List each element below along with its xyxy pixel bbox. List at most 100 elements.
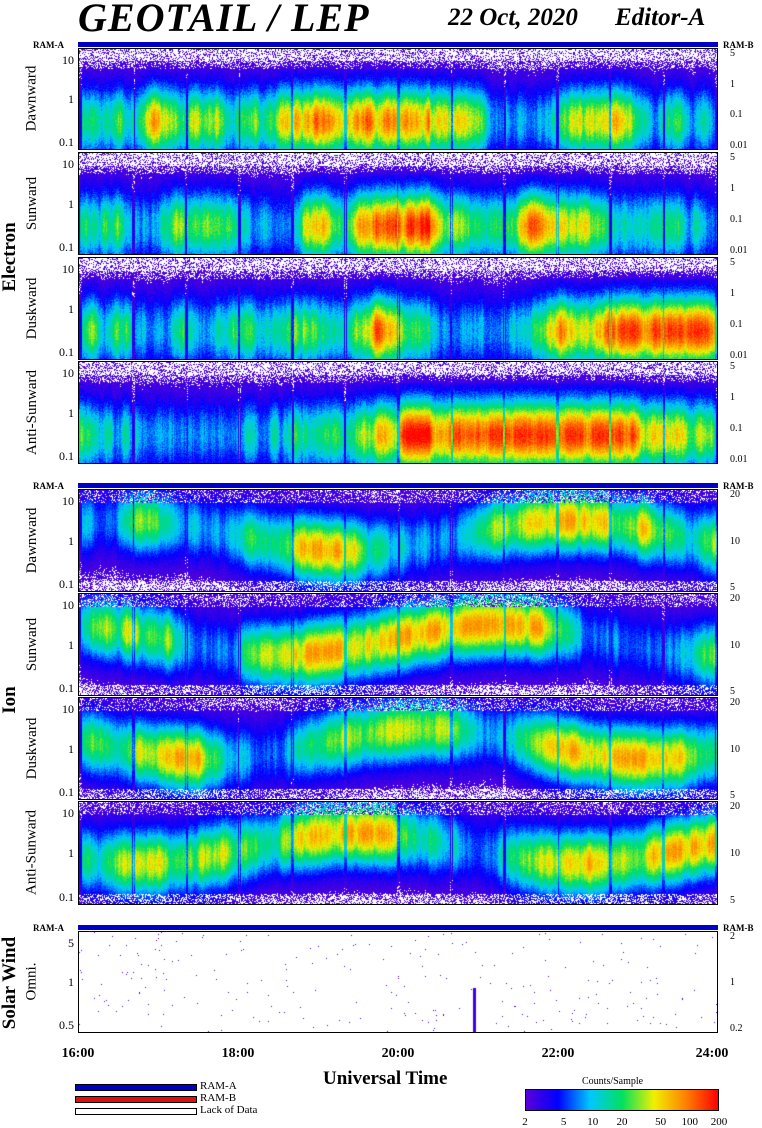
ram-a-label-ion: RAM-A <box>33 481 64 491</box>
right-tick-label: 0.1 <box>730 214 743 225</box>
right-tick-label: 20 <box>730 801 740 812</box>
ram-b-label-electron: RAM-B <box>723 40 754 50</box>
ram-divider-solar-wind <box>78 925 718 930</box>
colorbar-title: Counts/Sample <box>582 1076 644 1087</box>
spectrogram-panel-ion-sunward <box>78 593 718 696</box>
left-tick-label: 1 <box>68 637 74 652</box>
right-tick-label: 0.1 <box>730 423 743 434</box>
panel-y-label: Dawnward <box>23 65 40 132</box>
x-tick-label: 20:00 <box>381 1046 415 1061</box>
right-tick-label: 5 <box>730 361 735 372</box>
right-tick-label: 10 <box>730 535 740 547</box>
spectrogram-image <box>79 802 717 904</box>
panel-y-label: Omni. <box>23 962 40 1001</box>
panel-y-label: Duskward <box>23 277 40 339</box>
x-tick-label: 16:00 <box>61 1046 95 1061</box>
left-tick-label: 0.1 <box>59 681 74 695</box>
left-tick-label: 10 <box>62 157 74 171</box>
panel-y-label: Duskward <box>23 717 40 779</box>
left-tick-label: 1 <box>68 196 74 211</box>
right-tick-label: 5 <box>730 582 735 593</box>
ram-a-label-solar-wind: RAM-A <box>33 923 64 933</box>
right-tick-label: 0.1 <box>730 109 743 121</box>
spectrogram-panel-ion-anti-sunward <box>78 801 718 905</box>
right-tick-label: 1 <box>730 977 735 988</box>
ram-divider-ion <box>78 483 718 488</box>
spectrogram-panel-ion-duskward <box>78 697 718 800</box>
ram-b-label-ion: RAM-B <box>723 481 754 491</box>
left-tick-label: 1 <box>68 533 74 548</box>
right-tick-label: 20 <box>730 697 740 708</box>
spectrogram-image <box>79 698 717 799</box>
left-tick-label: 1 <box>68 846 74 860</box>
right-tick-label: 5 <box>730 257 735 268</box>
left-tick-label: 0.1 <box>59 240 74 254</box>
spectrogram-image <box>79 362 717 463</box>
right-tick-label: 1 <box>730 392 735 403</box>
left-tick-label: 10 <box>62 366 74 380</box>
spectrogram-image <box>79 258 717 359</box>
panel-y-label: Anti-Sunward <box>23 369 40 455</box>
right-tick-label: 5 <box>730 895 735 906</box>
x-tick-label: 24:00 <box>695 1046 729 1061</box>
x-tick-label: 22:00 <box>541 1046 575 1061</box>
panel-y-label: Sunward <box>23 176 40 230</box>
panel-y-label: Dawnward <box>23 507 40 573</box>
legend-swatch-ram-a <box>75 1084 197 1091</box>
right-tick-label: 0.1 <box>730 319 743 330</box>
panel-y-label: Anti-Sunward <box>23 810 40 895</box>
right-tick-label: 1 <box>730 78 735 90</box>
left-tick-label: 0.1 <box>59 135 74 149</box>
left-tick-label: 0.1 <box>59 890 74 904</box>
right-tick-label: 20 <box>730 593 740 604</box>
colorbar-tick-label: 100 <box>681 1116 699 1128</box>
legend-swatch-ram-b <box>75 1096 197 1103</box>
spectrogram-panel-electron-anti-sunward <box>78 361 718 464</box>
left-tick-label: 10 <box>62 806 74 820</box>
spectrogram-panel-ion-dawnward <box>78 489 718 592</box>
left-tick-label: 0.5 <box>59 1018 74 1032</box>
ram-divider-electron <box>78 42 718 47</box>
left-tick-label: 1 <box>68 405 74 420</box>
left-tick-label: 10 <box>62 53 74 67</box>
colorbar-tick-label: 2 <box>522 1116 528 1128</box>
legend-swatch-lack-of-data <box>75 1108 197 1115</box>
right-tick-label: 0.01 <box>730 454 748 465</box>
right-tick-label: 5 <box>730 686 735 697</box>
left-tick-label: 1 <box>68 301 74 316</box>
left-tick-label: 1 <box>68 92 74 106</box>
right-tick-label: 1 <box>730 288 735 299</box>
right-tick-label: 10 <box>730 848 740 859</box>
x-tick-label: 18:00 <box>221 1046 255 1061</box>
ram-b-label-solar-wind: RAM-B <box>723 923 754 933</box>
left-tick-label: 5 <box>68 936 74 950</box>
right-tick-label: 0.2 <box>730 1023 743 1034</box>
panel-y-label: Sunward <box>23 617 40 671</box>
colorbar-tick-label: 200 <box>710 1116 728 1128</box>
colorbar-tick-label: 50 <box>655 1116 667 1128</box>
left-tick-label: 0.1 <box>59 577 74 591</box>
legend-label-ram-a: RAM-A <box>200 1080 237 1092</box>
right-tick-label: 1 <box>730 183 735 194</box>
group-label-electron: Electron <box>0 222 20 292</box>
right-tick-label: 0.01 <box>730 140 748 151</box>
left-tick-label: 1 <box>68 975 74 989</box>
right-tick-label: 0.01 <box>730 245 748 256</box>
spectrogram-panel-solar-wind-omni <box>78 931 718 1033</box>
right-tick-label: 2 <box>730 931 735 942</box>
left-tick-label: 10 <box>62 494 74 508</box>
chart-date: 22 Oct, 2020 <box>448 4 578 31</box>
legend-label-lack-of-data: Lack of Data <box>200 1104 258 1116</box>
spectrogram-image <box>79 49 717 149</box>
right-tick-label: 5 <box>730 152 735 163</box>
right-tick-label: 5 <box>730 790 735 801</box>
chart-title: GEOTAIL / LEP <box>78 0 370 40</box>
spectrogram-panel-electron-sunward <box>78 152 718 255</box>
colorbar-tick-label: 20 <box>616 1116 628 1128</box>
group-label-solar-wind: Solar Wind <box>0 936 20 1030</box>
right-tick-label: 10 <box>730 639 740 651</box>
left-tick-label: 0.1 <box>59 449 74 463</box>
x-axis-label: Universal Time <box>323 1068 448 1089</box>
group-label-ion: Ion <box>0 686 20 714</box>
spectrogram-image <box>79 153 717 254</box>
